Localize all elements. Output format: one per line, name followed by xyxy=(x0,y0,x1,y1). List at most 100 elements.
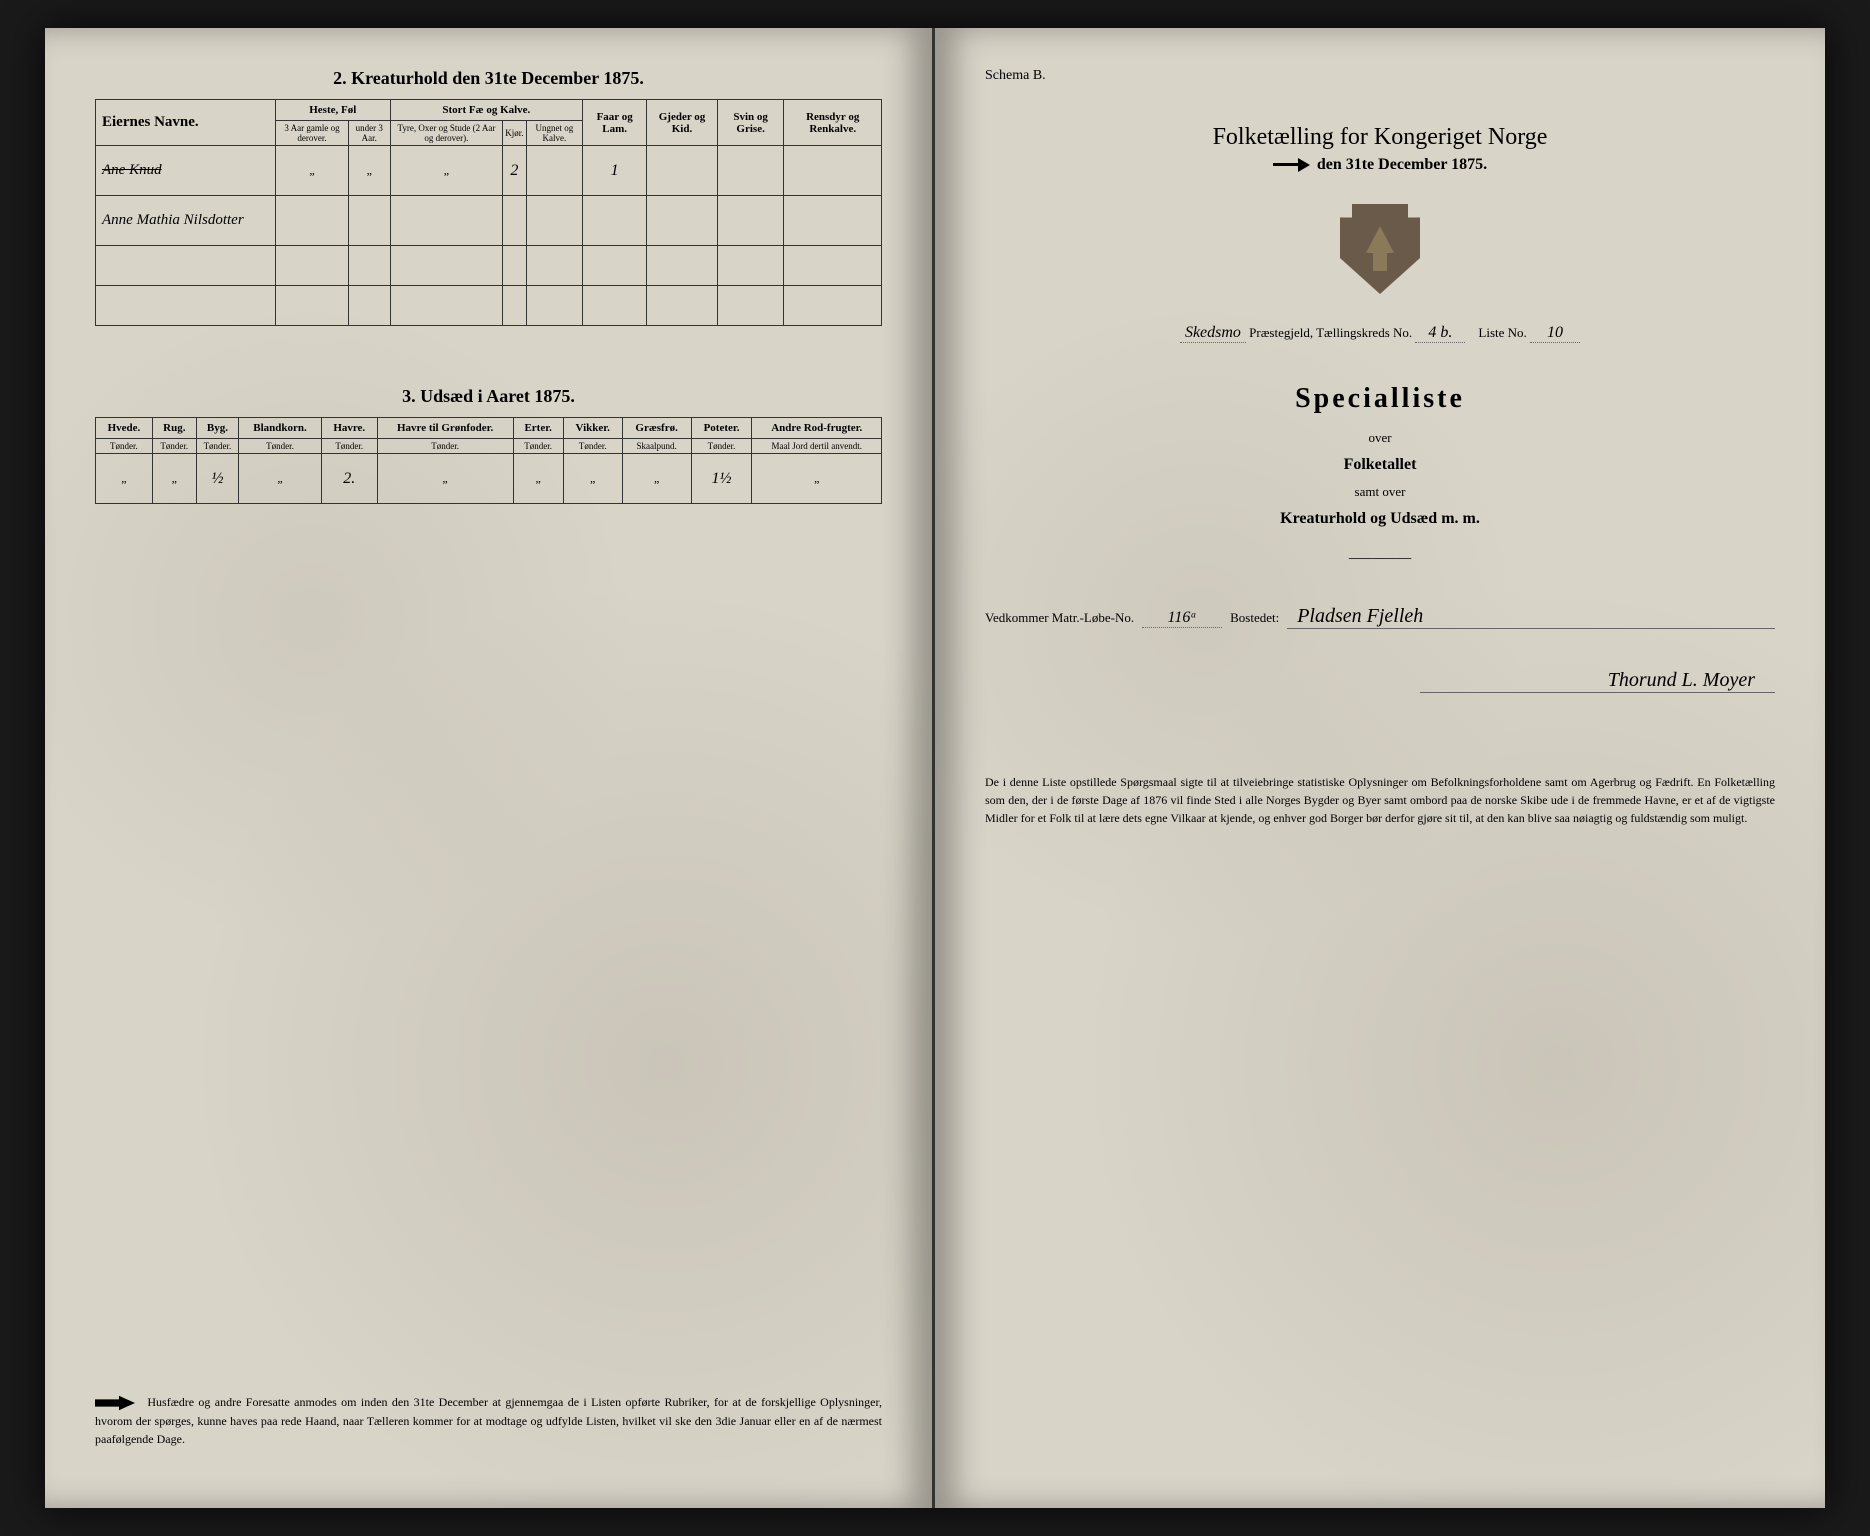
vedkommer-line: Vedkommer Matr.-Løbe-No. 116ᵃ Bostedet: … xyxy=(985,605,1775,629)
sub-h2: under 3 Aar. xyxy=(349,121,391,146)
col: Poteter. xyxy=(691,418,752,439)
col-cattle: Stort Fæ og Kalve. xyxy=(390,100,583,121)
cell xyxy=(717,146,784,196)
cell xyxy=(349,196,391,246)
data-row-1: Anne Mathia Nilsdotter xyxy=(96,196,882,246)
liste-word: Liste No. xyxy=(1478,325,1526,340)
cell: 2. xyxy=(321,454,377,504)
cell xyxy=(647,196,718,246)
cell xyxy=(349,246,391,286)
cell: „ xyxy=(239,454,322,504)
sub-c1: Tyre, Oxer og Stude (2 Aar og derover). xyxy=(390,121,503,146)
col: Græsfrø. xyxy=(622,418,691,439)
col: Havre til Grønfoder. xyxy=(377,418,513,439)
cell xyxy=(647,146,718,196)
livestock-table: Eiernes Navne. Heste, Føl Stort Fæ og Ka… xyxy=(95,99,882,326)
cell xyxy=(526,146,583,196)
col-reindeer: Rensdyr og Renkalve. xyxy=(784,100,882,146)
sub-c2: Kjør. xyxy=(503,121,526,146)
unit: Tønder. xyxy=(196,439,238,454)
cell xyxy=(503,246,526,286)
seed-unit-row: Tønder. Tønder. Tønder. Tønder. Tønder. … xyxy=(96,439,882,454)
col: Rug. xyxy=(152,418,196,439)
bostedet-value: Pladsen Fjelleh xyxy=(1287,605,1775,629)
kreds-no: 4 b. xyxy=(1415,324,1465,343)
footnote-text: Husfædre og andre Foresatte anmodes om i… xyxy=(95,1395,882,1446)
cell xyxy=(784,286,882,326)
cell: „ xyxy=(152,454,196,504)
sub-c3: Ungnet og Kalve. xyxy=(526,121,583,146)
matr-no: 116ᵃ xyxy=(1142,609,1222,628)
cell: ½ xyxy=(196,454,238,504)
cell xyxy=(784,246,882,286)
unit: Tønder. xyxy=(513,439,563,454)
schema-label: Schema B. xyxy=(985,68,1775,84)
specialliste-title: Specialliste xyxy=(985,383,1775,415)
unit: Tønder. xyxy=(96,439,153,454)
cell xyxy=(717,246,784,286)
parish-word: Præstegjeld, Tællingskreds No. xyxy=(1249,325,1412,340)
signature: Thorund L. Moyer xyxy=(1420,669,1776,693)
unit: Tønder. xyxy=(152,439,196,454)
cell xyxy=(717,196,784,246)
col: Hvede. xyxy=(96,418,153,439)
unit: Tønder. xyxy=(563,439,622,454)
col-pigs: Svin og Grise. xyxy=(717,100,784,146)
unit: Tønder. xyxy=(321,439,377,454)
cell xyxy=(276,246,349,286)
census-book: 2. Kreaturhold den 31te December 1875. E… xyxy=(45,28,1825,1508)
sub-h1: 3 Aar gamle og derover. xyxy=(276,121,349,146)
vedkommer-label: Vedkommer Matr.-Løbe-No. xyxy=(985,610,1134,626)
seed-header-row: Hvede. Rug. Byg. Blandkorn. Havre. Havre… xyxy=(96,418,882,439)
cell xyxy=(583,246,647,286)
cell: 1½ xyxy=(691,454,752,504)
section3-title: 3. Udsæd i Aaret 1875. xyxy=(95,386,882,407)
parish-name: Skedsmo xyxy=(1180,324,1246,343)
cell: „ xyxy=(377,454,513,504)
owner-name-0: Ane Knud xyxy=(96,146,276,196)
cell xyxy=(583,286,647,326)
cell xyxy=(647,286,718,326)
cell: „ xyxy=(390,146,503,196)
liste-no: 10 xyxy=(1530,324,1580,343)
cell xyxy=(349,286,391,326)
cell xyxy=(96,246,276,286)
blank-row xyxy=(96,286,882,326)
right-footnote: De i denne Liste opstillede Spørgsmaal s… xyxy=(985,773,1775,827)
cell xyxy=(276,196,349,246)
seed-data-row: „ „ ½ „ 2. „ „ „ „ 1½ „ xyxy=(96,454,882,504)
unit: Tønder. xyxy=(239,439,322,454)
col: Havre. xyxy=(321,418,377,439)
unit: Maal Jord dertil anvendt. xyxy=(752,439,882,454)
cell: 1 xyxy=(583,146,647,196)
cell xyxy=(784,196,882,246)
folketallet-label: Folketallet xyxy=(985,456,1775,474)
main-title: Folketælling for Kongeriget Norge xyxy=(985,124,1775,151)
col: Byg. xyxy=(196,418,238,439)
cell xyxy=(784,146,882,196)
left-page: 2. Kreaturhold den 31te December 1875. E… xyxy=(45,28,935,1508)
pointing-hand-icon xyxy=(95,1394,135,1412)
cell xyxy=(390,246,503,286)
col-horses: Heste, Føl xyxy=(276,100,391,121)
parish-line: Skedsmo Præstegjeld, Tællingskreds No. 4… xyxy=(985,324,1775,343)
right-page: Schema B. Folketælling for Kongeriget No… xyxy=(935,28,1825,1508)
cell xyxy=(526,246,583,286)
data-row-0: Ane Knud „ „ „ 2 1 xyxy=(96,146,882,196)
col-sheep: Faar og Lam. xyxy=(583,100,647,146)
cell: „ xyxy=(349,146,391,196)
date-text: den 31te December 1875. xyxy=(1317,156,1487,173)
cell xyxy=(583,196,647,246)
col: Andre Rod-frugter. xyxy=(752,418,882,439)
cell: „ xyxy=(513,454,563,504)
col-goats: Gjeder og Kid. xyxy=(647,100,718,146)
arrow-icon xyxy=(1273,160,1313,170)
cell xyxy=(503,196,526,246)
cell: „ xyxy=(563,454,622,504)
cell xyxy=(717,286,784,326)
col: Blandkorn. xyxy=(239,418,322,439)
header-row-1: Eiernes Navne. Heste, Føl Stort Fæ og Ka… xyxy=(96,100,882,121)
cell xyxy=(526,196,583,246)
unit: Skaalpund. xyxy=(622,439,691,454)
seed-table: Hvede. Rug. Byg. Blandkorn. Havre. Havre… xyxy=(95,417,882,504)
